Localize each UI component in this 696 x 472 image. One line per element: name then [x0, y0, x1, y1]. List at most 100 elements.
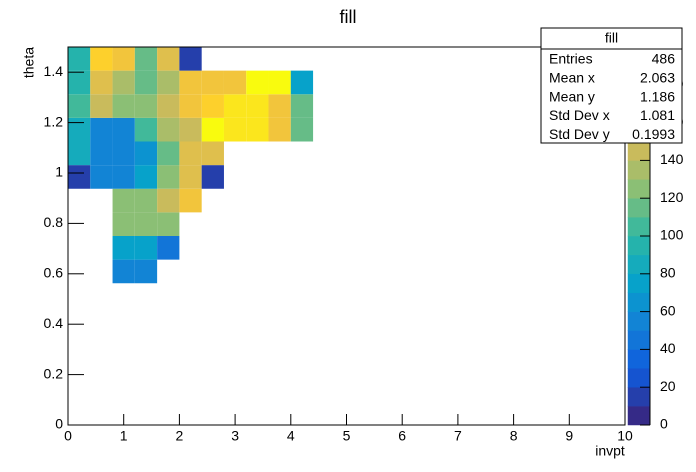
heat-cell: [112, 117, 135, 142]
heat-cell: [68, 117, 91, 142]
x-tick-label: 4: [287, 428, 295, 444]
heat-cell: [112, 94, 135, 118]
heat-cell: [112, 47, 135, 71]
color-scale-band: [627, 386, 651, 407]
heat-cell: [157, 188, 180, 213]
heat-cell: [246, 117, 269, 142]
y-tick-label: 0.4: [44, 315, 64, 331]
heat-cell: [157, 70, 180, 95]
heat-cell: [112, 236, 135, 260]
z-tick-label: 20: [660, 378, 676, 394]
heat-cell: [179, 47, 202, 71]
x-tick-label: 2: [176, 428, 184, 444]
heat-cell: [68, 165, 91, 189]
y-tick-label: 0: [55, 416, 63, 432]
heat-cell: [134, 47, 158, 71]
x-tick-label: 8: [510, 428, 518, 444]
heat-cell: [90, 117, 113, 142]
color-scale-band: [627, 216, 651, 237]
stats-value: 1.186: [640, 88, 675, 104]
heat-cell: [179, 188, 202, 213]
y-tick-label: 0.8: [44, 214, 64, 230]
heat-cell: [90, 141, 113, 166]
stats-value: 1.081: [640, 107, 675, 123]
heat-cell: [179, 141, 202, 166]
heat-cell: [134, 212, 158, 236]
heat-cell: [112, 141, 135, 166]
x-tick-label: 6: [398, 428, 406, 444]
heat-cell: [134, 141, 158, 166]
heat-cell: [179, 70, 202, 95]
stats-label: Entries: [549, 51, 593, 67]
heat-cell: [157, 236, 180, 260]
heat-cell: [179, 117, 202, 142]
x-tick-label: 3: [231, 428, 239, 444]
x-tick-label: 1: [120, 428, 128, 444]
stats-value: 486: [652, 51, 676, 67]
heat-cell: [223, 70, 247, 95]
heat-cell: [90, 165, 113, 189]
heat-cell: [201, 141, 224, 166]
heat-cell: [290, 94, 314, 118]
heat-cell: [90, 47, 113, 71]
x-tick-label: 9: [565, 428, 573, 444]
color-scale-band: [627, 349, 651, 369]
heat-cell: [201, 117, 224, 142]
z-tick-label: 140: [660, 151, 684, 167]
plot-layer: 0 1 2 3 4 5 6 7 8 9 1000.20.40.60.811.21.402040608…: [44, 27, 684, 444]
color-scale-band: [627, 197, 651, 218]
stats-value: 2.063: [640, 70, 675, 86]
y-tick-label: 1: [55, 164, 63, 180]
heat-cell: [112, 165, 135, 189]
heat-cell: [157, 141, 180, 166]
heat-cell: [179, 165, 202, 189]
heat-cell: [268, 117, 291, 142]
stats-label: Std Dev x: [549, 107, 610, 123]
heat-cell: [290, 117, 314, 142]
x-tick-label: 10: [617, 428, 633, 444]
stats-value: 0.1993: [632, 126, 675, 142]
heat-cell: [134, 165, 158, 189]
heat-cell: [134, 117, 158, 142]
heat-cell: [290, 70, 314, 95]
x-axis-label: invpt: [595, 443, 625, 459]
z-tick-label: 100: [660, 227, 684, 243]
x-tick-label: 0: [64, 428, 72, 444]
color-scale-band: [627, 368, 651, 388]
color-scale-band: [627, 405, 651, 426]
heat-cell: [246, 70, 269, 95]
color-scale-band: [627, 273, 651, 293]
y-tick-label: 1.2: [44, 113, 64, 129]
stats-box: [540, 27, 683, 144]
heat-cell: [112, 70, 135, 95]
y-tick-label: 0.2: [44, 365, 64, 381]
z-tick-label: 60: [660, 302, 676, 318]
z-tick-label: 80: [660, 265, 676, 281]
heat-cell: [134, 259, 158, 284]
color-scale-band: [627, 141, 651, 161]
heat-cell: [268, 94, 291, 118]
z-tick-label: 40: [660, 340, 676, 356]
heat-cell: [268, 70, 291, 95]
color-scale-band: [627, 235, 651, 256]
heat-cell: [68, 70, 91, 95]
z-tick-label: 0: [660, 416, 668, 432]
stats-label: Mean x: [549, 70, 595, 86]
stats-label: Mean y: [549, 88, 595, 104]
heat-cell: [134, 70, 158, 95]
heat-cell: [179, 94, 202, 118]
heat-cell: [157, 212, 180, 236]
heat-cell: [157, 165, 180, 189]
heat-cell: [112, 212, 135, 236]
heat-cell: [201, 70, 224, 95]
heat-cell: [68, 47, 91, 71]
heat-cell: [112, 188, 135, 213]
z-tick-label: 120: [660, 189, 684, 205]
color-scale-band: [627, 311, 651, 331]
heat-cell: [223, 94, 247, 118]
heat-cell: [134, 188, 158, 213]
chart-title: fill: [340, 7, 357, 27]
heat-cell: [157, 117, 180, 142]
color-scale-band: [627, 179, 651, 199]
